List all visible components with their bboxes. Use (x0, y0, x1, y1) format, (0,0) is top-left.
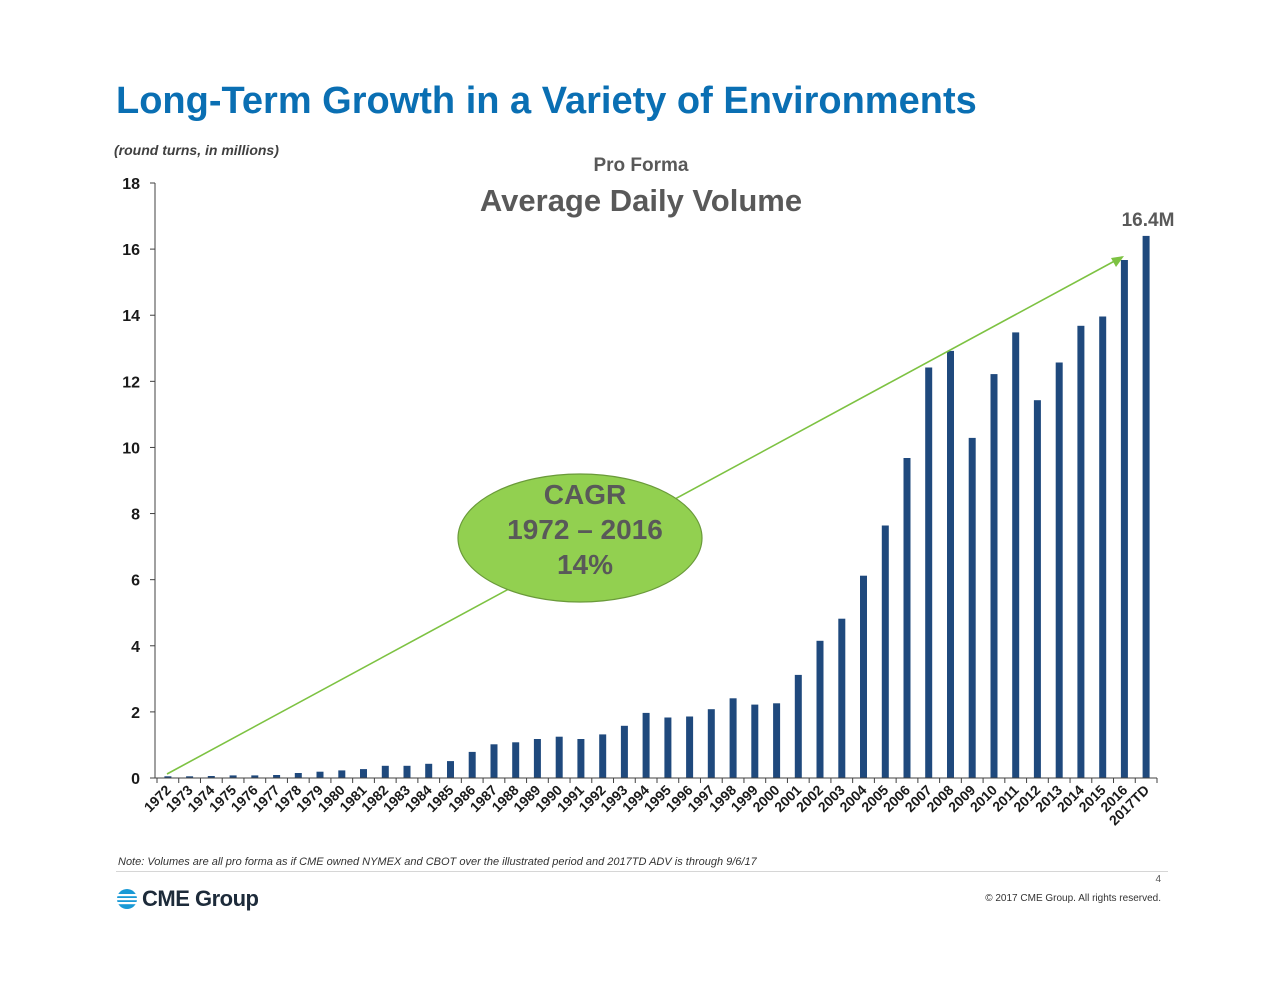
y-tick-label: 18 (122, 176, 140, 193)
bar-2005 (881, 525, 889, 778)
last-bar-label: 16.4M (1122, 210, 1175, 231)
bar-2012 (1033, 400, 1041, 778)
bar-1987 (490, 744, 498, 778)
bar-1984 (425, 763, 433, 778)
trend-arrowhead (1111, 256, 1124, 267)
bar-1976 (251, 775, 259, 778)
cagr-ellipse (457, 473, 703, 603)
bar-2003 (838, 618, 846, 778)
bar-1973 (186, 776, 194, 778)
bar-1988 (512, 742, 520, 778)
y-tick-label: 8 (131, 507, 140, 524)
bar-1992 (599, 734, 607, 778)
bar-2002 (816, 640, 824, 778)
bar-1991 (577, 739, 585, 778)
y-tick-label: 10 (122, 440, 140, 457)
bar-1985 (447, 761, 454, 778)
bar-1977 (273, 775, 281, 778)
bar-1979 (316, 771, 324, 778)
bar-2008 (947, 350, 954, 778)
bar-1998 (729, 698, 737, 778)
bar-1997 (707, 709, 715, 778)
bars (164, 235, 1150, 778)
bar-2015 (1099, 316, 1107, 778)
bar-2017TD (1142, 235, 1150, 778)
bar-2000 (773, 703, 781, 778)
cagr-period: 1972 – 2016 (507, 514, 663, 545)
bar-2001 (794, 674, 802, 778)
bar-2014 (1077, 325, 1085, 778)
bar-1974 (207, 776, 215, 778)
bar-2016 (1120, 260, 1128, 778)
bar-1981 (360, 769, 367, 778)
bar-1986 (468, 751, 476, 778)
logo-text: CME Group (142, 886, 259, 911)
chart-title: Average Daily Volume (480, 183, 802, 218)
bar-1972 (164, 776, 172, 778)
bar-1994 (642, 712, 650, 778)
cme-group-logo: CME Group (116, 886, 259, 912)
chart-subtitle: Pro Forma (593, 155, 688, 176)
bar-2004 (860, 575, 867, 778)
bar-1975 (229, 775, 237, 778)
slide-title: Long-Term Growth in a Variety of Environ… (116, 80, 977, 122)
units-note: (round turns, in millions) (114, 142, 279, 158)
adv-bar-chart: Pro Forma Average Daily Volume 0 2 4 6 8 10 12… (122, 155, 1175, 828)
x-axis: 1972197319741975197619771978197919801981… (141, 777, 1158, 828)
cagr-value: 14% (557, 549, 613, 580)
globe-icon (117, 889, 137, 909)
cagr-label: CAGR (544, 479, 626, 510)
y-tick-label: 0 (131, 771, 140, 788)
bar-1996 (686, 716, 694, 778)
bar-1995 (664, 717, 672, 778)
bar-2010 (990, 374, 998, 778)
bar-1989 (533, 739, 541, 778)
bar-1993 (620, 725, 628, 778)
y-tick-label: 12 (122, 374, 140, 391)
bar-1999 (751, 704, 759, 778)
y-axis: 0 2 4 6 8 10 12 14 16 18 (122, 176, 156, 788)
bar-1983 (403, 765, 411, 778)
bar-2007 (925, 367, 933, 778)
bar-2013 (1055, 362, 1063, 778)
page-number: 4 (1155, 874, 1161, 885)
bar-2011 (1012, 332, 1020, 778)
bar-1982 (381, 765, 389, 778)
y-tick-label: 6 (131, 573, 140, 590)
footnote: Note: Volumes are all pro forma as if CM… (118, 856, 757, 868)
y-tick-label: 16 (122, 242, 140, 259)
y-tick-label: 4 (131, 639, 140, 656)
copyright: © 2017 CME Group. All rights reserved. (985, 893, 1161, 904)
y-tick-label: 2 (131, 705, 140, 722)
footer-divider (116, 871, 1168, 872)
y-tick-label: 14 (122, 308, 140, 325)
bar-1978 (294, 773, 302, 778)
bar-2006 (903, 458, 911, 778)
bar-1980 (338, 770, 346, 778)
bar-1990 (555, 736, 563, 778)
bar-2009 (968, 437, 976, 778)
